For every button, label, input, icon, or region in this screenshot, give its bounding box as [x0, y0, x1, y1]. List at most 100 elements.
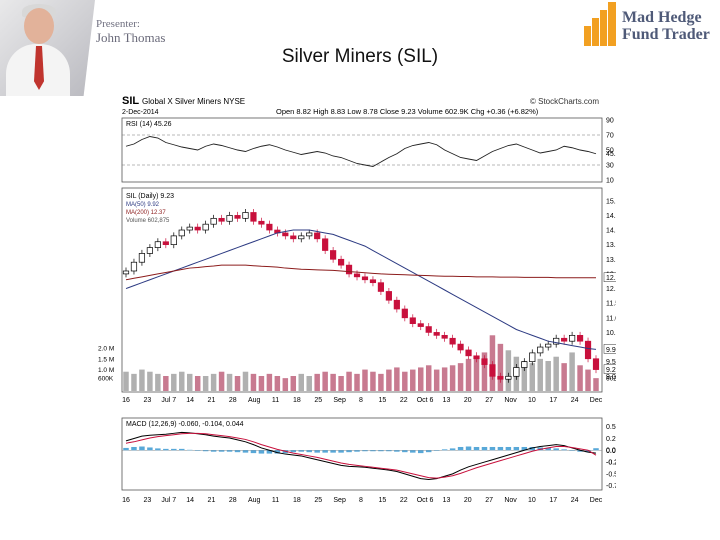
candle-body — [465, 349, 472, 357]
volume-bar — [338, 376, 344, 391]
volume-bar — [298, 373, 304, 391]
volume-bar — [290, 376, 297, 391]
price-last-box — [603, 344, 616, 354]
macd-histogram-bar — [569, 450, 575, 451]
volume-bar — [362, 369, 368, 391]
candle-body — [385, 291, 392, 301]
candle-body — [584, 340, 592, 360]
volume-bar — [210, 373, 217, 391]
macd-histogram-bar — [186, 449, 193, 451]
candle-body — [210, 217, 217, 225]
x-tick-label: 8 — [359, 397, 363, 404]
x-tick-label: Aug — [248, 397, 261, 404]
candle-body — [401, 308, 408, 319]
candle-body — [266, 223, 273, 231]
candle-body — [529, 352, 536, 363]
macd-histogram-bar — [258, 450, 265, 454]
candle-body — [154, 241, 161, 248]
x-tick-label: Nov — [504, 497, 517, 504]
rsi-tick-label: 70 — [606, 133, 614, 140]
rsi-line — [125, 136, 597, 167]
x-tick-label: 20 — [464, 397, 472, 404]
stock-chart: SIL Global X Silver Miners NYSE © StockC… — [96, 92, 616, 512]
candle-body — [361, 276, 369, 281]
candle-body — [457, 343, 464, 351]
macd-histogram-bar — [418, 450, 424, 454]
candle-body — [569, 334, 576, 342]
chart-source: © StockCharts.com — [530, 97, 599, 106]
macd-histogram-bar — [322, 450, 328, 453]
candle-body — [537, 346, 544, 354]
price-tick-label: 11.0 — [606, 315, 616, 322]
price-last-label: 12.37 — [606, 275, 616, 282]
macd-line — [125, 431, 597, 481]
volume-tick-label: 2.0 M — [98, 346, 114, 353]
macd-histogram-bar — [489, 446, 496, 451]
volume-bar — [218, 371, 225, 391]
candle-body — [226, 215, 233, 222]
volume-bar — [186, 373, 193, 391]
macd-tick-label: 0.25 — [606, 436, 616, 443]
macd-histogram-bar — [354, 450, 360, 452]
macd-histogram-bar — [202, 450, 209, 452]
price-legend-0: SIL (Daily) 9.23 — [126, 193, 174, 200]
volume-bar — [242, 371, 249, 391]
volume-bar — [346, 371, 352, 391]
volume-bar — [569, 352, 575, 391]
candle-body — [337, 258, 345, 266]
logo-text-line1: Mad Hedge — [622, 9, 702, 26]
price-tick-label: 15.0 — [606, 198, 616, 205]
x-tick-label: Dec — [590, 497, 603, 504]
macd-histogram-bar — [314, 450, 320, 453]
macd-histogram-bar — [378, 450, 384, 452]
logo-bars-icon — [584, 2, 616, 46]
candle-body — [194, 226, 201, 231]
x-tick-label: 15 — [378, 397, 386, 404]
price-tick-label: 14.5 — [606, 213, 616, 220]
volume-tick-label: 600K — [98, 376, 114, 383]
x-tick-label: Jul 7 — [161, 397, 176, 404]
rsi-last-value: 45.26 — [606, 151, 616, 158]
candle-body — [218, 217, 225, 222]
macd-histogram-bar — [346, 450, 352, 453]
macd-histogram-bar — [147, 447, 153, 451]
candle-body — [425, 326, 432, 333]
volume-tick-label: 1.0 M — [98, 367, 114, 374]
macd-signal-line — [125, 432, 597, 479]
candle-body — [353, 273, 361, 278]
chart-symbol: SIL — [122, 95, 139, 107]
volume-bar — [577, 365, 583, 391]
volume-bar — [481, 352, 488, 391]
volume-bar — [394, 367, 400, 391]
macd-histogram-bar — [433, 450, 440, 451]
candle-body — [489, 364, 496, 377]
candle-body — [417, 323, 424, 327]
price-tick-label: 12.0 — [606, 286, 616, 293]
x-tick-label: Aug — [248, 497, 261, 504]
volume-bar — [250, 373, 257, 391]
macd-histogram-bar — [330, 450, 336, 453]
macd-tick-label: -0.75 — [606, 483, 616, 490]
candle-body — [393, 299, 400, 310]
macd-histogram-bar — [521, 446, 528, 451]
candle-body — [369, 279, 377, 284]
macd-histogram-bar — [370, 450, 376, 452]
volume-bar — [425, 365, 432, 391]
chart-ohlc: Open 8.82 High 8.83 Low 8.78 Close 9.23 … — [276, 107, 539, 116]
x-tick-label: 25 — [314, 397, 322, 404]
macd-tick-label: 0.00 — [606, 448, 616, 455]
macd-histogram-bar — [131, 446, 137, 451]
volume-bar — [529, 363, 536, 391]
x-tick-label: 8 — [359, 497, 363, 504]
price-panel — [121, 187, 603, 393]
x-tick-label: 14 — [186, 497, 194, 504]
candle-body — [592, 358, 600, 370]
x-tick-label: 10 — [528, 497, 536, 504]
x-tick-label: Sep — [333, 497, 346, 504]
macd-histogram-bar — [473, 446, 480, 451]
volume-bar — [585, 369, 591, 391]
candle-body — [377, 282, 385, 292]
logo-text-line2: Fund Trader — [622, 26, 710, 43]
price-legend-1: MA(50) 9.92 — [126, 202, 160, 208]
candle-body — [130, 261, 138, 272]
